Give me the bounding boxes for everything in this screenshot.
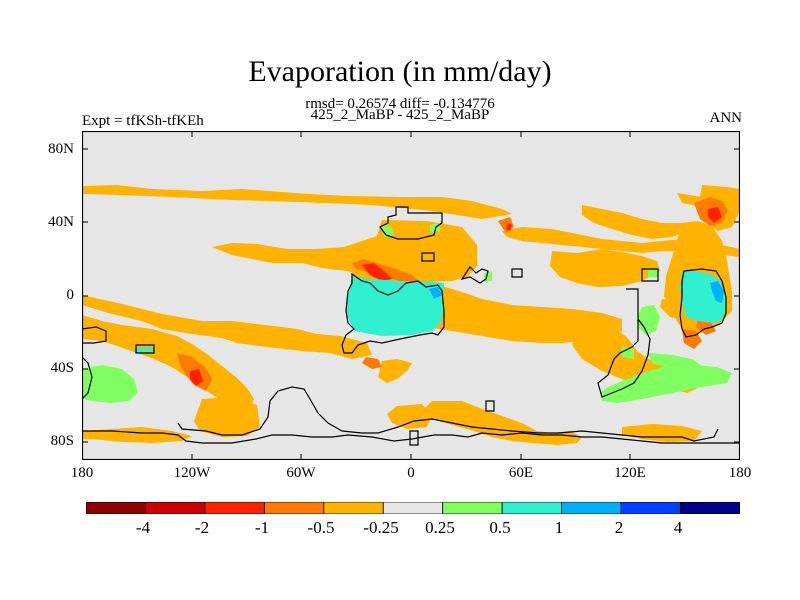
colorbar-label: -4 bbox=[135, 518, 151, 537]
colorbar-label: 0.5 bbox=[489, 518, 511, 537]
season-label: ANN bbox=[709, 110, 743, 126]
tick-marks bbox=[82, 131, 740, 460]
colorbar-box bbox=[323, 502, 384, 514]
evaporation-map bbox=[82, 131, 740, 460]
large-negative-regions bbox=[190, 207, 722, 386]
colorbar-box bbox=[263, 502, 325, 514]
colorbar-box bbox=[501, 502, 563, 514]
lon-label-60e: 60E bbox=[508, 465, 534, 481]
colorbar-label: -1 bbox=[254, 518, 270, 537]
colorbar-label: -0.5 bbox=[307, 518, 335, 537]
lon-label-120e: 120E bbox=[614, 465, 646, 481]
coastlines bbox=[82, 206, 740, 446]
colorbar-label: 1 bbox=[554, 518, 564, 537]
colorbar-box bbox=[86, 502, 146, 514]
colorbar-label: 0.25 bbox=[425, 518, 455, 537]
stats-line: rmsd= 0.26574 diff= -0.134776 bbox=[305, 96, 495, 112]
colorbar-box bbox=[204, 502, 265, 514]
colorbar bbox=[86, 502, 740, 514]
lon-label-0: 0 bbox=[407, 465, 415, 481]
lon-label-180e: 180 bbox=[728, 465, 752, 481]
colorbar-label: 2 bbox=[614, 518, 624, 537]
colorbar-label: -0.25 bbox=[363, 518, 399, 537]
lat-label-40n: 40N bbox=[48, 214, 74, 230]
lat-label-40s: 40S bbox=[50, 360, 74, 376]
colorbar-box bbox=[442, 502, 503, 514]
lon-label-60w: 60W bbox=[286, 465, 316, 481]
lat-label-80n: 80N bbox=[48, 141, 74, 157]
colorbar-box bbox=[561, 502, 622, 514]
case-line: 425_2_MaBP - 425_2_MaBP bbox=[310, 107, 490, 123]
colorbar-box bbox=[680, 502, 740, 514]
lat-label-0: 0 bbox=[66, 287, 75, 303]
colorbar-label: 4 bbox=[673, 518, 683, 537]
experiment-label: Expt = tfKSh-tfKEh bbox=[82, 113, 204, 129]
lat-label-80s: 80S bbox=[50, 433, 74, 449]
colorbar-box bbox=[620, 502, 681, 514]
colorbar-label: -2 bbox=[194, 518, 210, 537]
lon-label-120w: 120W bbox=[173, 465, 211, 481]
colorbar-box bbox=[145, 502, 206, 514]
colorbar-box bbox=[382, 502, 444, 514]
lon-label-180w: 180 bbox=[70, 465, 94, 481]
plot-title: Evaporation (in mm/day) bbox=[248, 55, 552, 88]
